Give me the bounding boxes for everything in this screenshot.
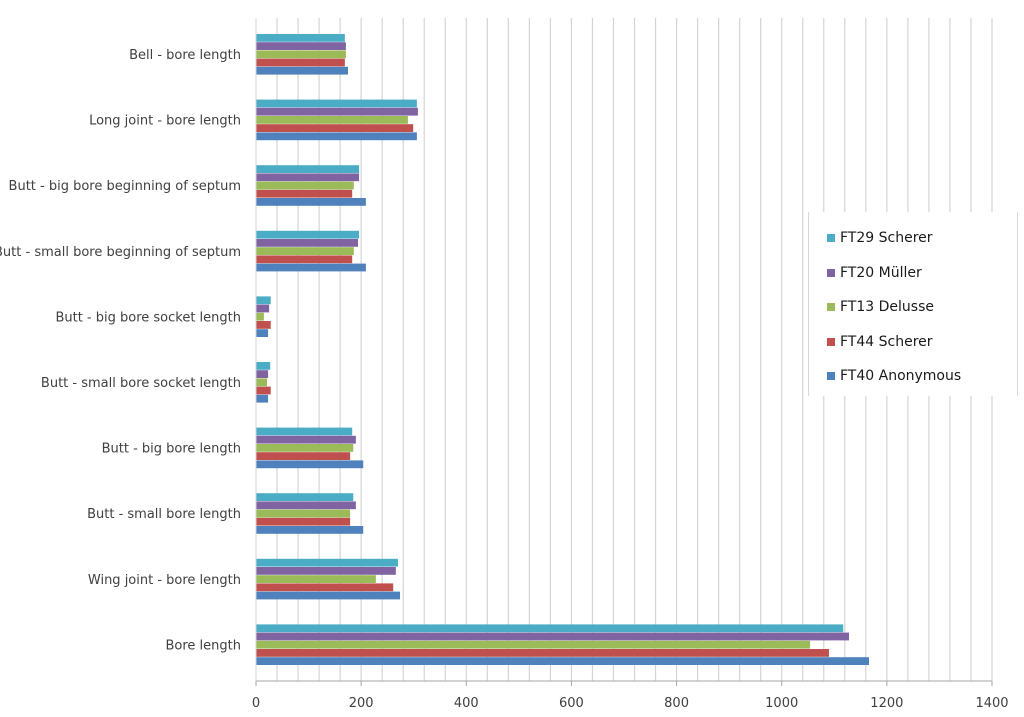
bar bbox=[256, 452, 351, 460]
category-label: Bell - bore length bbox=[129, 48, 241, 63]
bar bbox=[256, 657, 869, 665]
bar bbox=[256, 239, 358, 247]
bar bbox=[256, 558, 398, 567]
bar bbox=[256, 42, 346, 50]
bar bbox=[256, 526, 364, 534]
category-label: Butt - big bore beginning of septum bbox=[9, 179, 241, 194]
bar bbox=[256, 444, 354, 452]
bar bbox=[256, 460, 364, 469]
bar bbox=[256, 116, 408, 124]
category-label: Long joint - bore length bbox=[89, 114, 241, 129]
category-label: Bore length bbox=[166, 638, 242, 653]
bar bbox=[256, 362, 271, 370]
category-label: Butt - small bore beginning of septum bbox=[0, 245, 241, 260]
bar bbox=[256, 255, 353, 264]
x-tick-label: 0 bbox=[252, 696, 260, 711]
bar bbox=[256, 189, 353, 198]
bar bbox=[256, 517, 351, 526]
x-axis bbox=[255, 18, 993, 686]
bar bbox=[256, 99, 417, 108]
legend-swatch bbox=[827, 372, 835, 380]
x-tick-label: 200 bbox=[349, 696, 374, 711]
bar bbox=[256, 501, 356, 510]
bar bbox=[256, 230, 360, 239]
bar bbox=[256, 132, 417, 141]
bar bbox=[256, 583, 394, 592]
x-tick-label: 1400 bbox=[975, 696, 1008, 711]
legend-item: FT29 Scherer bbox=[827, 228, 933, 248]
bars bbox=[256, 34, 869, 665]
bar bbox=[256, 378, 268, 387]
bar bbox=[256, 386, 271, 395]
bar bbox=[256, 509, 351, 518]
x-tick-label: 800 bbox=[664, 696, 689, 711]
bar bbox=[256, 427, 353, 436]
bar bbox=[256, 575, 376, 583]
bar bbox=[256, 567, 396, 575]
legend-item: FT40 Anonymous bbox=[827, 366, 961, 386]
legend-item: FT44 Scherer bbox=[827, 332, 933, 352]
bar bbox=[256, 173, 360, 182]
legend-item: FT20 Müller bbox=[827, 263, 922, 283]
bar bbox=[256, 107, 418, 116]
bar bbox=[256, 181, 354, 190]
bar bbox=[256, 493, 354, 501]
bar bbox=[256, 370, 269, 378]
legend-label: FT20 Müller bbox=[840, 264, 922, 281]
category-label: Wing joint - bore length bbox=[88, 573, 241, 588]
legend-label: FT29 Scherer bbox=[840, 230, 933, 246]
bar bbox=[256, 632, 850, 641]
bar bbox=[256, 435, 356, 444]
legend-label: FT44 Scherer bbox=[840, 333, 933, 350]
bar bbox=[256, 58, 345, 67]
bar bbox=[256, 394, 269, 403]
legend-swatch bbox=[827, 268, 835, 277]
legend-swatch bbox=[827, 337, 835, 346]
x-tick-label: 1000 bbox=[765, 696, 798, 711]
bar bbox=[256, 34, 345, 42]
bar bbox=[256, 640, 811, 649]
bar bbox=[256, 321, 271, 329]
category-labels: Bell - bore length Long joint - bore leng… bbox=[0, 48, 241, 653]
legend-swatch bbox=[827, 234, 835, 242]
bar bbox=[256, 50, 346, 59]
bar bbox=[256, 649, 830, 657]
bar bbox=[256, 296, 271, 305]
bar bbox=[256, 198, 366, 206]
bar bbox=[256, 124, 414, 132]
category-label: Butt - small bore socket length bbox=[41, 376, 241, 391]
category-label: Butt - big bore length bbox=[102, 442, 241, 457]
legend-swatch bbox=[827, 303, 835, 311]
x-tick-label: 400 bbox=[454, 696, 479, 711]
bar bbox=[256, 312, 264, 321]
x-tick-labels: 0 200 400 600 800 1000 1200 1400 bbox=[252, 696, 1009, 711]
bar bbox=[256, 165, 360, 173]
x-tick-label: 1200 bbox=[870, 696, 903, 711]
bar bbox=[256, 304, 270, 313]
legend: FT29 Scherer FT20 Müller FT13 Delusse FT44 … bbox=[808, 212, 1018, 396]
x-tick-label: 600 bbox=[559, 696, 584, 711]
category-label: Butt - small bore length bbox=[87, 507, 241, 522]
bar bbox=[256, 329, 269, 337]
bar bbox=[256, 591, 401, 600]
bar bbox=[256, 66, 348, 75]
legend-label: FT13 Delusse bbox=[840, 299, 934, 315]
legend-item: FT13 Delusse bbox=[827, 297, 934, 317]
bar bbox=[256, 263, 366, 272]
bar bbox=[256, 624, 844, 633]
legend-label: FT40 Anonymous bbox=[840, 368, 962, 384]
category-label: Butt - big bore socket length bbox=[55, 310, 241, 325]
bar bbox=[256, 247, 354, 255]
